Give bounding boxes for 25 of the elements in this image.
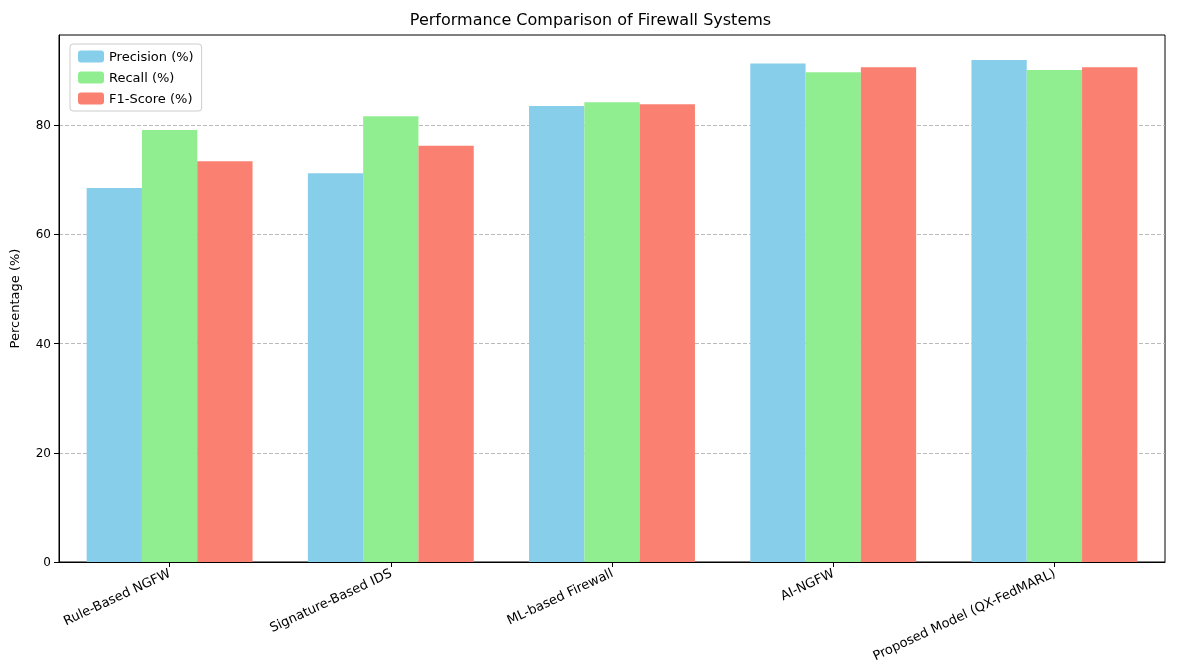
bar	[307, 173, 364, 562]
legend-label: Recall (%)	[109, 70, 175, 85]
bar	[971, 60, 1027, 562]
y-tick-label: 40	[35, 336, 51, 351]
bar	[529, 105, 585, 562]
bar	[584, 102, 640, 562]
bar	[363, 116, 419, 562]
y-tick-label: 20	[35, 445, 51, 460]
y-tick-label: 0	[43, 555, 51, 569]
bar	[86, 187, 142, 562]
chart-title: Performance Comparison of Firewall Systems	[409, 9, 772, 29]
bar	[860, 67, 917, 562]
bar	[639, 104, 695, 562]
bar	[750, 63, 806, 562]
y-axis-title: Percentage (%)	[7, 248, 22, 349]
y-tick-label: 80	[35, 118, 51, 133]
bar	[1082, 67, 1138, 562]
bar	[1026, 69, 1083, 562]
legend-label: Precision (%)	[109, 49, 194, 64]
y-tick-label: 60	[35, 227, 51, 242]
legend-label: F1-Score (%)	[109, 91, 193, 106]
bar	[805, 72, 861, 562]
bar	[418, 145, 474, 562]
bar	[197, 161, 253, 562]
bar	[141, 130, 198, 562]
